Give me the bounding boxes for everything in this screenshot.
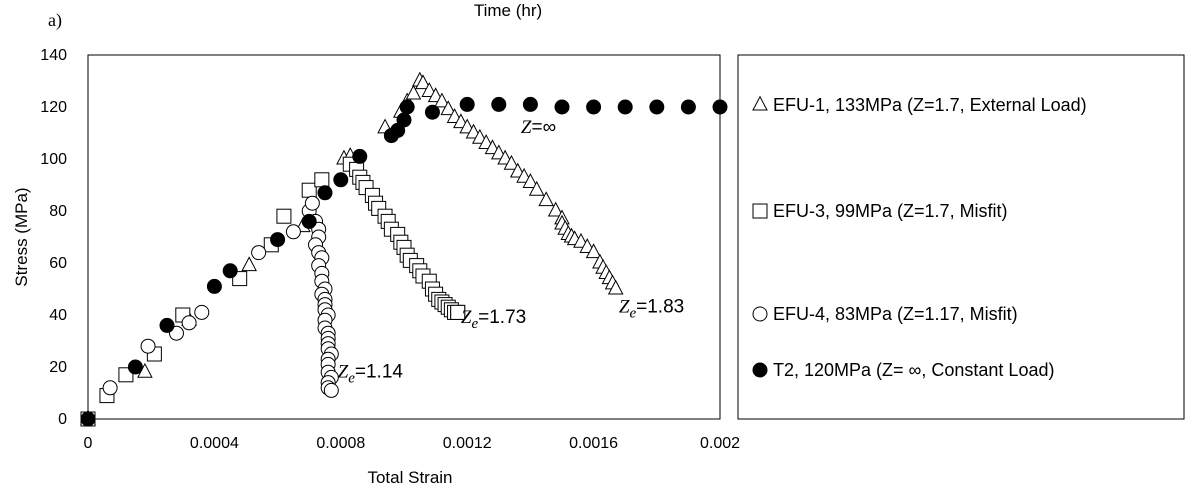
data-point-circle bbox=[194, 304, 210, 320]
x-tick-label: 0.002 bbox=[700, 435, 740, 452]
x-tick-label: 0.0008 bbox=[316, 435, 365, 452]
y-tick-label: 100 bbox=[40, 151, 67, 168]
data-point-triangle bbox=[434, 92, 450, 108]
top-axis-label: Time (hr) bbox=[474, 1, 542, 20]
data-point-triangle bbox=[405, 84, 422, 100]
data-point-circle bbox=[102, 380, 118, 396]
data-point-triangle bbox=[241, 256, 257, 272]
y-axis-label: Stress (MPa) bbox=[12, 187, 31, 286]
legend-entry: EFU-4, 83MPa (Z=1.17, Misfit) bbox=[752, 304, 1018, 324]
data-point-filled-circle bbox=[352, 148, 368, 164]
x-tick-label: 0.0016 bbox=[569, 435, 618, 452]
data-point-filled-circle bbox=[206, 278, 222, 294]
data-point-filled-circle bbox=[491, 96, 507, 112]
annotation-label: Ze=1.73 bbox=[461, 307, 526, 332]
data-point-circle bbox=[140, 338, 156, 354]
y-tick-label: 80 bbox=[49, 203, 67, 220]
data-point-circle bbox=[323, 382, 339, 398]
legend-label: EFU-1, 133MPa (Z=1.7, External Load) bbox=[773, 95, 1087, 115]
legend-entry: T2, 120MPa (Z= ∞, Constant Load) bbox=[752, 360, 1054, 380]
data-point-filled-circle bbox=[333, 172, 349, 188]
series-square bbox=[80, 156, 466, 427]
y-tick-label: 140 bbox=[40, 47, 67, 64]
data-point-square bbox=[276, 208, 292, 224]
legend-label: T2, 120MPa (Z= ∞, Constant Load) bbox=[773, 360, 1054, 380]
y-tick-label: 40 bbox=[49, 307, 67, 324]
data-point-filled-circle bbox=[222, 263, 238, 279]
data-point-filled-circle bbox=[301, 213, 317, 229]
data-point-filled-circle bbox=[80, 411, 96, 427]
series-circle bbox=[80, 195, 339, 427]
data-point-triangle bbox=[538, 191, 555, 207]
data-point-triangle bbox=[528, 180, 545, 196]
legend-box bbox=[737, 54, 1185, 420]
annotation-label: Ze=1.14 bbox=[338, 361, 404, 386]
x-tick-label: 0 bbox=[84, 435, 93, 452]
legend: EFU-1, 133MPa (Z=1.7, External Load) EFU-… bbox=[752, 95, 1087, 380]
data-point-filled-circle bbox=[424, 104, 440, 120]
y-tick-label: 120 bbox=[40, 99, 67, 116]
data-point-filled-circle bbox=[459, 96, 475, 112]
data-point-circle bbox=[285, 224, 301, 240]
data-point-circle bbox=[181, 315, 197, 331]
data-point-filled-circle bbox=[396, 112, 412, 128]
y-tick-label: 20 bbox=[49, 359, 67, 376]
data-point-filled-circle bbox=[712, 99, 728, 115]
data-point-filled-circle bbox=[554, 99, 570, 115]
y-tick-label: 60 bbox=[49, 255, 67, 272]
legend-entry: EFU-1, 133MPa (Z=1.7, External Load) bbox=[752, 95, 1087, 115]
data-point-triangle bbox=[415, 74, 431, 90]
annotations-layer: Z=∞ Ze=1.83 Ze=1.73 Ze=1.14 bbox=[338, 117, 685, 386]
legend-label: EFU-3, 99MPa (Z=1.7, Misfit) bbox=[773, 201, 1008, 221]
data-point-square bbox=[450, 304, 466, 320]
data-point-triangle bbox=[607, 279, 624, 295]
x-tick-labels: 0 0.0004 0.0008 0.0012 0.0016 0.002 bbox=[84, 435, 741, 452]
y-tick-label: 0 bbox=[58, 411, 67, 428]
legend-entry: EFU-3, 99MPa (Z=1.7, Misfit) bbox=[752, 201, 1008, 221]
data-point-circle bbox=[304, 195, 320, 211]
data-point-filled-circle bbox=[127, 359, 143, 375]
data-point-filled-circle bbox=[317, 185, 333, 201]
data-point-filled-circle bbox=[649, 99, 665, 115]
annotation-label: Ze=1.83 bbox=[619, 296, 684, 321]
data-point-square bbox=[301, 182, 317, 198]
legend-label: EFU-4, 83MPa (Z=1.17, Misfit) bbox=[773, 304, 1018, 324]
data-point-filled-circle bbox=[680, 99, 696, 115]
legend-marker-filled-circle bbox=[752, 362, 768, 378]
annotation-label: Z=∞ bbox=[521, 117, 556, 138]
y-tick-labels: 0 20 40 60 80 100 120 140 bbox=[40, 47, 67, 428]
panel-label: a) bbox=[48, 10, 62, 31]
data-point-square bbox=[314, 172, 330, 188]
data-point-filled-circle bbox=[617, 99, 633, 115]
series-filled-circle bbox=[80, 96, 728, 427]
data-point-filled-circle bbox=[586, 99, 602, 115]
legend-marker-circle bbox=[752, 306, 768, 322]
data-point-triangle bbox=[585, 243, 602, 259]
legend-marker-square bbox=[752, 203, 768, 219]
data-point-filled-circle bbox=[399, 99, 415, 115]
data-series-layer bbox=[80, 71, 728, 427]
data-point-circle bbox=[251, 245, 267, 261]
data-point-triangle bbox=[522, 173, 539, 188]
data-point-filled-circle bbox=[522, 96, 538, 112]
legend-marker-triangle bbox=[752, 95, 768, 111]
data-point-triangle bbox=[440, 100, 457, 116]
x-tick-label: 0.0012 bbox=[443, 435, 492, 452]
data-point-filled-circle bbox=[159, 317, 175, 333]
data-point-triangle bbox=[547, 201, 564, 217]
plot-area-border bbox=[87, 54, 721, 420]
x-axis-label: Total Strain bbox=[367, 468, 452, 486]
x-tick-label: 0.0004 bbox=[190, 435, 239, 452]
data-point-filled-circle bbox=[270, 232, 286, 248]
data-point-triangle bbox=[503, 154, 520, 170]
